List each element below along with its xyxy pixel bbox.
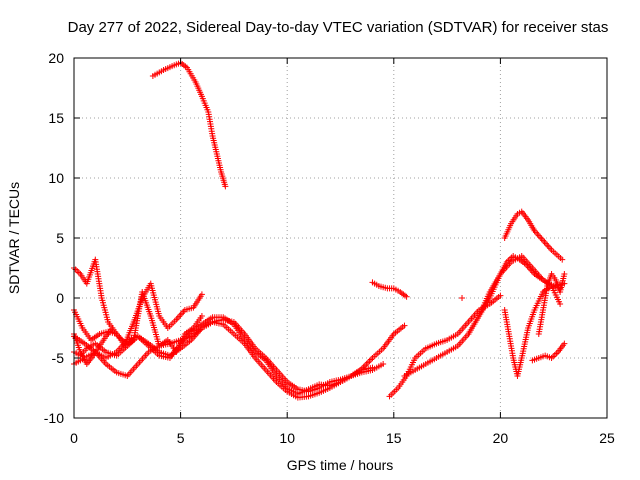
series-arc-g	[386, 292, 504, 400]
y-tick-label: 10	[48, 170, 64, 186]
data-points	[71, 59, 568, 401]
x-tick-label: 20	[493, 430, 509, 446]
x-tick-label: 5	[177, 430, 185, 446]
x-tick-label: 10	[279, 430, 295, 446]
y-tick-label: 20	[48, 50, 64, 66]
data-point	[557, 301, 564, 307]
y-tick-label: -5	[52, 350, 65, 366]
data-point	[72, 266, 79, 273]
data-point	[75, 269, 82, 276]
series-arc-c	[71, 319, 387, 401]
series-arc-i	[465, 253, 564, 337]
data-point	[403, 293, 410, 300]
grid-lines	[74, 58, 607, 418]
axis-ticks	[73, 57, 608, 419]
y-tick-label: 0	[56, 290, 64, 306]
y-tick-labels: -10 -5 0 5 10 15 20	[44, 50, 64, 426]
data-point	[551, 352, 558, 358]
series-arc-l	[535, 271, 568, 337]
chart-title: Day 277 of 2022, Sidereal Day-to-day VTE…	[68, 19, 609, 36]
series-isolated	[459, 295, 466, 301]
y-tick-label: -10	[44, 410, 64, 426]
x-axis-label: GPS time / hours	[287, 457, 394, 473]
x-tick-labels: 0 5 10 15 20 25	[70, 430, 615, 446]
series-arc-k	[529, 340, 568, 364]
series-arc-high	[149, 59, 229, 190]
x-tick-label: 15	[386, 430, 402, 446]
plot-frame	[73, 57, 608, 419]
series-arc-b	[71, 314, 408, 397]
x-tick-label: 25	[599, 430, 615, 446]
data-point	[367, 356, 374, 363]
y-tick-label: 5	[56, 230, 64, 246]
data-point	[553, 350, 560, 357]
y-axis-label: SDTVAR / TECUs	[6, 182, 22, 294]
series-arc-e	[71, 256, 205, 355]
data-point	[505, 257, 512, 264]
y-tick-label: 15	[48, 110, 64, 126]
data-point	[198, 291, 205, 298]
series-arc-mid-small	[369, 279, 410, 300]
data-point	[222, 183, 229, 190]
data-point	[198, 313, 205, 319]
data-point	[364, 359, 371, 366]
data-point	[561, 271, 568, 277]
data-point	[459, 295, 466, 301]
data-point	[561, 340, 568, 347]
data-point	[361, 362, 368, 369]
data-point	[380, 361, 387, 367]
data-point	[497, 292, 504, 299]
data-point	[74, 268, 81, 274]
data-point	[109, 325, 116, 331]
x-tick-label: 0	[70, 430, 78, 446]
data-point	[559, 256, 566, 263]
series-arc-late-top	[501, 208, 566, 263]
data-point	[366, 358, 373, 365]
series-arc-j	[501, 283, 564, 379]
data-point	[401, 322, 408, 329]
data-point	[550, 353, 557, 360]
